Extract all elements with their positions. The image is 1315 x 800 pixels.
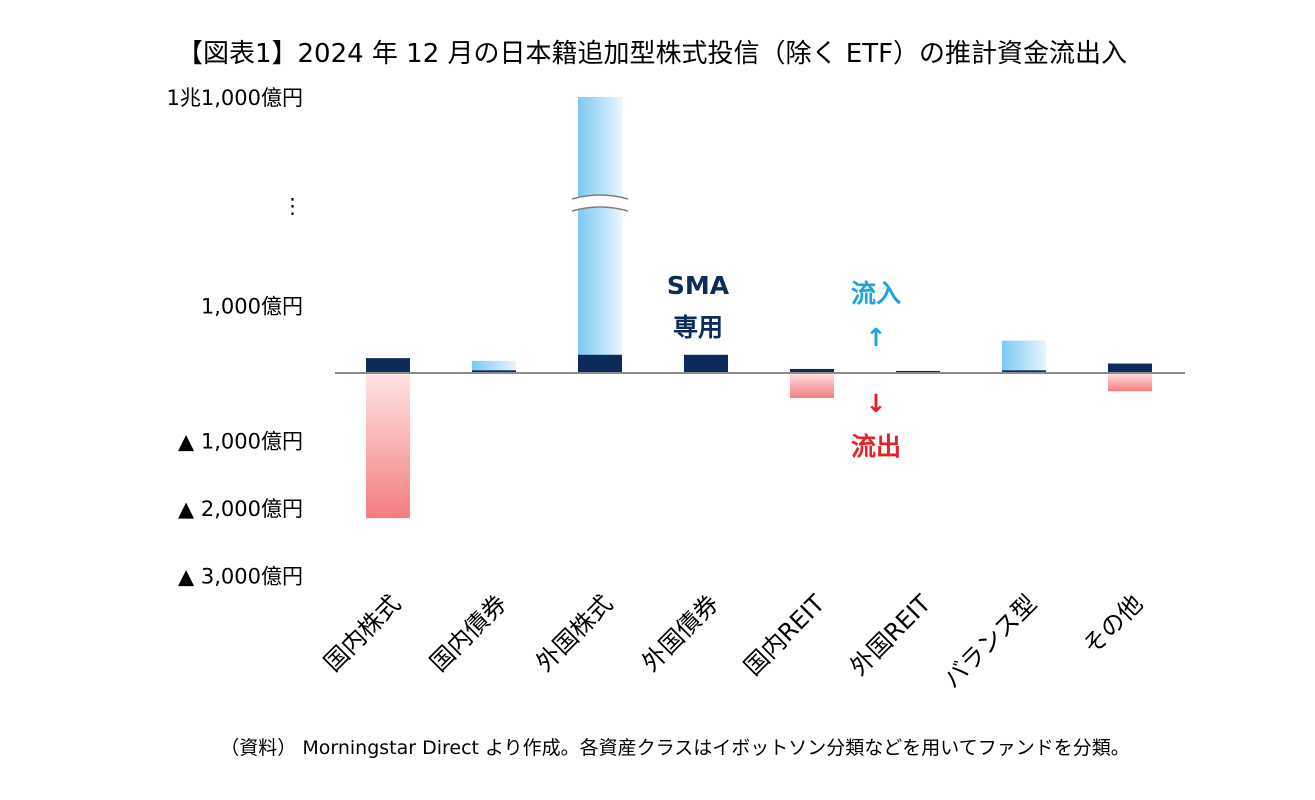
x-category-labels: 国内株式 国内債券 外国株式 外国債券 国内REIT 外国REIT バランス型 その他 <box>319 589 1149 694</box>
x-category-label-6: バランス型 <box>938 589 1042 693</box>
sma-annotation-line2: 専用 <box>673 313 723 342</box>
axis-break-line-bottom <box>571 206 629 212</box>
y-tick-label-2: 1,000億円 <box>201 295 303 319</box>
y-tick-label-1: ⋮ <box>282 194 303 218</box>
x-category-label-5: 外国REIT <box>845 589 937 681</box>
bar-flow-1 <box>472 360 516 373</box>
x-category-label-2: 外国株式 <box>531 589 619 677</box>
axis-break-gap <box>572 195 628 211</box>
x-category-label-7: その他 <box>1078 589 1149 660</box>
bar-sma-5 <box>896 370 940 373</box>
y-tick-labels: 1兆1,000億円 ⋮ 1,000億円 ▲ 1,000億円 ▲ 2,000億円 ▲ 3,0… <box>167 86 303 589</box>
y-tick-label-3: ▲ 1,000億円 <box>178 430 303 454</box>
source-note: （資料） Morningstar Direct より作成。各資産クラスはイボット… <box>220 737 1129 759</box>
bars-group <box>366 97 1152 519</box>
bar-sma-0 <box>366 358 410 373</box>
inflow-arrow-icon: ↑ <box>866 323 887 352</box>
x-category-label-0: 国内株式 <box>319 589 407 677</box>
bar-flow-4 <box>790 373 834 398</box>
bar-sma-4 <box>790 368 834 373</box>
x-category-label-1: 国内債券 <box>425 589 513 677</box>
x-category-label-3: 外国債券 <box>637 589 725 677</box>
bar-flow-0 <box>366 373 410 519</box>
y-tick-label-5: ▲ 3,000億円 <box>178 565 303 589</box>
bar-sma-6 <box>1002 370 1046 373</box>
inflow-label: 流入 <box>851 279 901 308</box>
y-tick-label-0: 1兆1,000億円 <box>167 86 303 110</box>
y-tick-label-4: ▲ 2,000億円 <box>178 497 303 521</box>
bar-sma-2 <box>578 354 622 373</box>
outflow-label: 流出 <box>851 432 901 461</box>
bar-flow-2 <box>578 97 622 373</box>
chart-title: 【図表1】2024 年 12 月の日本籍追加型株式投信（除く ETF）の推計資金… <box>177 39 1127 69</box>
bar-sma-3 <box>684 354 728 373</box>
outflow-arrow-icon: ↓ <box>866 389 887 418</box>
bar-sma-7 <box>1108 363 1152 373</box>
axis-break-line-top <box>571 194 629 200</box>
sma-annotation-line1: SMA <box>667 271 730 300</box>
bar-flow-7 <box>1108 373 1152 392</box>
x-category-label-4: 国内REIT <box>739 589 831 681</box>
bar-flow-6 <box>1002 340 1046 373</box>
bar-sma-1 <box>472 370 516 373</box>
